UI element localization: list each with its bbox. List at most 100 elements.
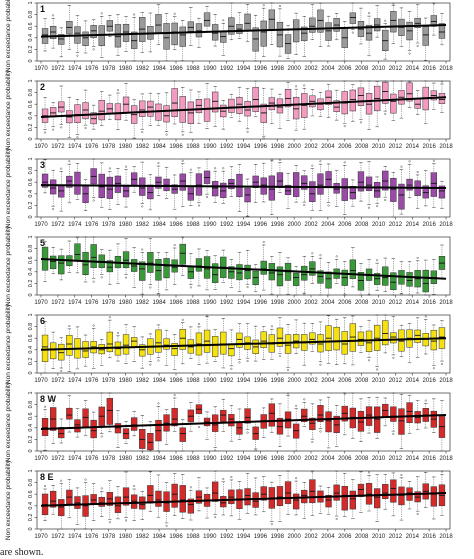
outlier <box>149 449 152 452</box>
outlier <box>116 89 119 92</box>
box <box>292 96 300 120</box>
x-tick-label: 2014 <box>406 378 420 384</box>
box <box>163 23 170 50</box>
x-tick-label: 1984 <box>152 534 166 540</box>
figure-boxplot-panels: 1 Non exceedance probability 0 0.2 0.4 0.6 0.8… <box>5 0 453 540</box>
box <box>179 243 186 265</box>
box <box>365 176 373 191</box>
box <box>90 419 97 439</box>
outlier <box>400 293 403 296</box>
x-tick-label: 1984 <box>152 222 166 228</box>
x-tick-label: 2004 <box>321 456 335 462</box>
y-tick-label: 0.4 <box>28 502 34 510</box>
box <box>365 24 373 41</box>
outlier <box>270 158 273 161</box>
x-tick-label: 1976 <box>85 66 99 72</box>
box <box>349 259 357 279</box>
x-tick-label: 1974 <box>68 378 82 384</box>
x-tick-label: 2006 <box>338 456 352 462</box>
x-tick-label: 1972 <box>51 66 65 72</box>
outlier <box>189 286 192 289</box>
panel-5: 5 Non exceedance probability 0 0.2 0.4 0.6 0.8… <box>5 225 453 306</box>
x-tick-label: 2010 <box>372 534 386 540</box>
x-tick-label: 1994 <box>237 300 251 306</box>
box <box>114 175 122 193</box>
x-tick-label: 1996 <box>254 222 268 228</box>
box <box>422 269 429 293</box>
x-tick-label: 1986 <box>169 534 183 540</box>
box <box>147 184 154 200</box>
box <box>292 172 300 197</box>
outlier <box>327 204 330 207</box>
outlier <box>60 126 63 129</box>
y-tick-label: 0.6 <box>28 412 34 420</box>
box <box>325 22 332 41</box>
x-tick-label: 2006 <box>338 378 352 384</box>
box <box>211 481 219 502</box>
x-tick-label: 2002 <box>304 534 318 540</box>
box <box>373 488 381 509</box>
box <box>66 335 73 356</box>
box <box>220 496 227 508</box>
box <box>41 418 49 436</box>
x-tick-label: 1982 <box>136 534 150 540</box>
box <box>106 398 114 425</box>
box <box>390 178 397 202</box>
outlier <box>157 162 160 165</box>
x-tick-label: 1996 <box>254 144 268 150</box>
box <box>325 495 332 508</box>
outlier <box>52 14 55 17</box>
box <box>430 172 438 197</box>
outlier <box>157 293 160 296</box>
x-tick-label: 2002 <box>304 144 318 150</box>
box <box>187 498 195 514</box>
x-tick-label: 1984 <box>152 144 166 150</box>
box <box>236 97 243 114</box>
box <box>333 415 340 433</box>
outlier <box>206 314 209 317</box>
x-tick-label: 1990 <box>203 456 217 462</box>
outlier <box>440 362 443 365</box>
box <box>398 183 405 210</box>
box <box>349 89 357 112</box>
box <box>382 81 389 104</box>
x-tick-label: 1970 <box>34 378 48 384</box>
box <box>187 266 195 279</box>
x-tick-label: 2000 <box>287 66 301 72</box>
y-axis-label: Non exceedance probability <box>5 381 12 462</box>
outlier <box>392 356 395 359</box>
box <box>139 344 146 357</box>
box <box>49 490 57 508</box>
y-tick-label: 0.6 <box>28 178 34 186</box>
x-tick-label: 1972 <box>51 144 65 150</box>
outlier <box>76 236 79 239</box>
box <box>373 182 381 198</box>
box <box>114 103 122 121</box>
x-tick-label: 1986 <box>169 378 183 384</box>
box <box>139 261 146 281</box>
outlier <box>246 286 249 289</box>
outlier <box>181 133 184 136</box>
box <box>195 258 203 272</box>
box <box>390 11 397 33</box>
outlier <box>92 199 95 202</box>
box <box>357 331 365 346</box>
box <box>244 488 251 506</box>
x-tick-label: 1980 <box>119 144 133 150</box>
x-tick-label: 2012 <box>389 66 403 72</box>
outlier <box>270 523 273 526</box>
x-tick-label: 2018 <box>439 300 453 306</box>
box <box>349 490 357 510</box>
x-tick-label: 2016 <box>422 144 436 150</box>
box <box>114 496 122 513</box>
box <box>179 328 186 350</box>
box <box>228 179 235 190</box>
x-tick-label: 2008 <box>355 66 369 72</box>
y-tick-label: 0.2 <box>28 514 34 522</box>
x-tick-label: 1974 <box>68 144 82 150</box>
box <box>309 417 316 430</box>
box <box>268 403 276 427</box>
x-tick-label: 1982 <box>136 300 150 306</box>
x-tick-label: 1992 <box>220 222 234 228</box>
x-tick-label: 1980 <box>119 378 133 384</box>
